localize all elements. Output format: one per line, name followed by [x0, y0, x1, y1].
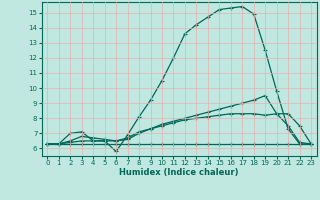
- X-axis label: Humidex (Indice chaleur): Humidex (Indice chaleur): [119, 168, 239, 177]
